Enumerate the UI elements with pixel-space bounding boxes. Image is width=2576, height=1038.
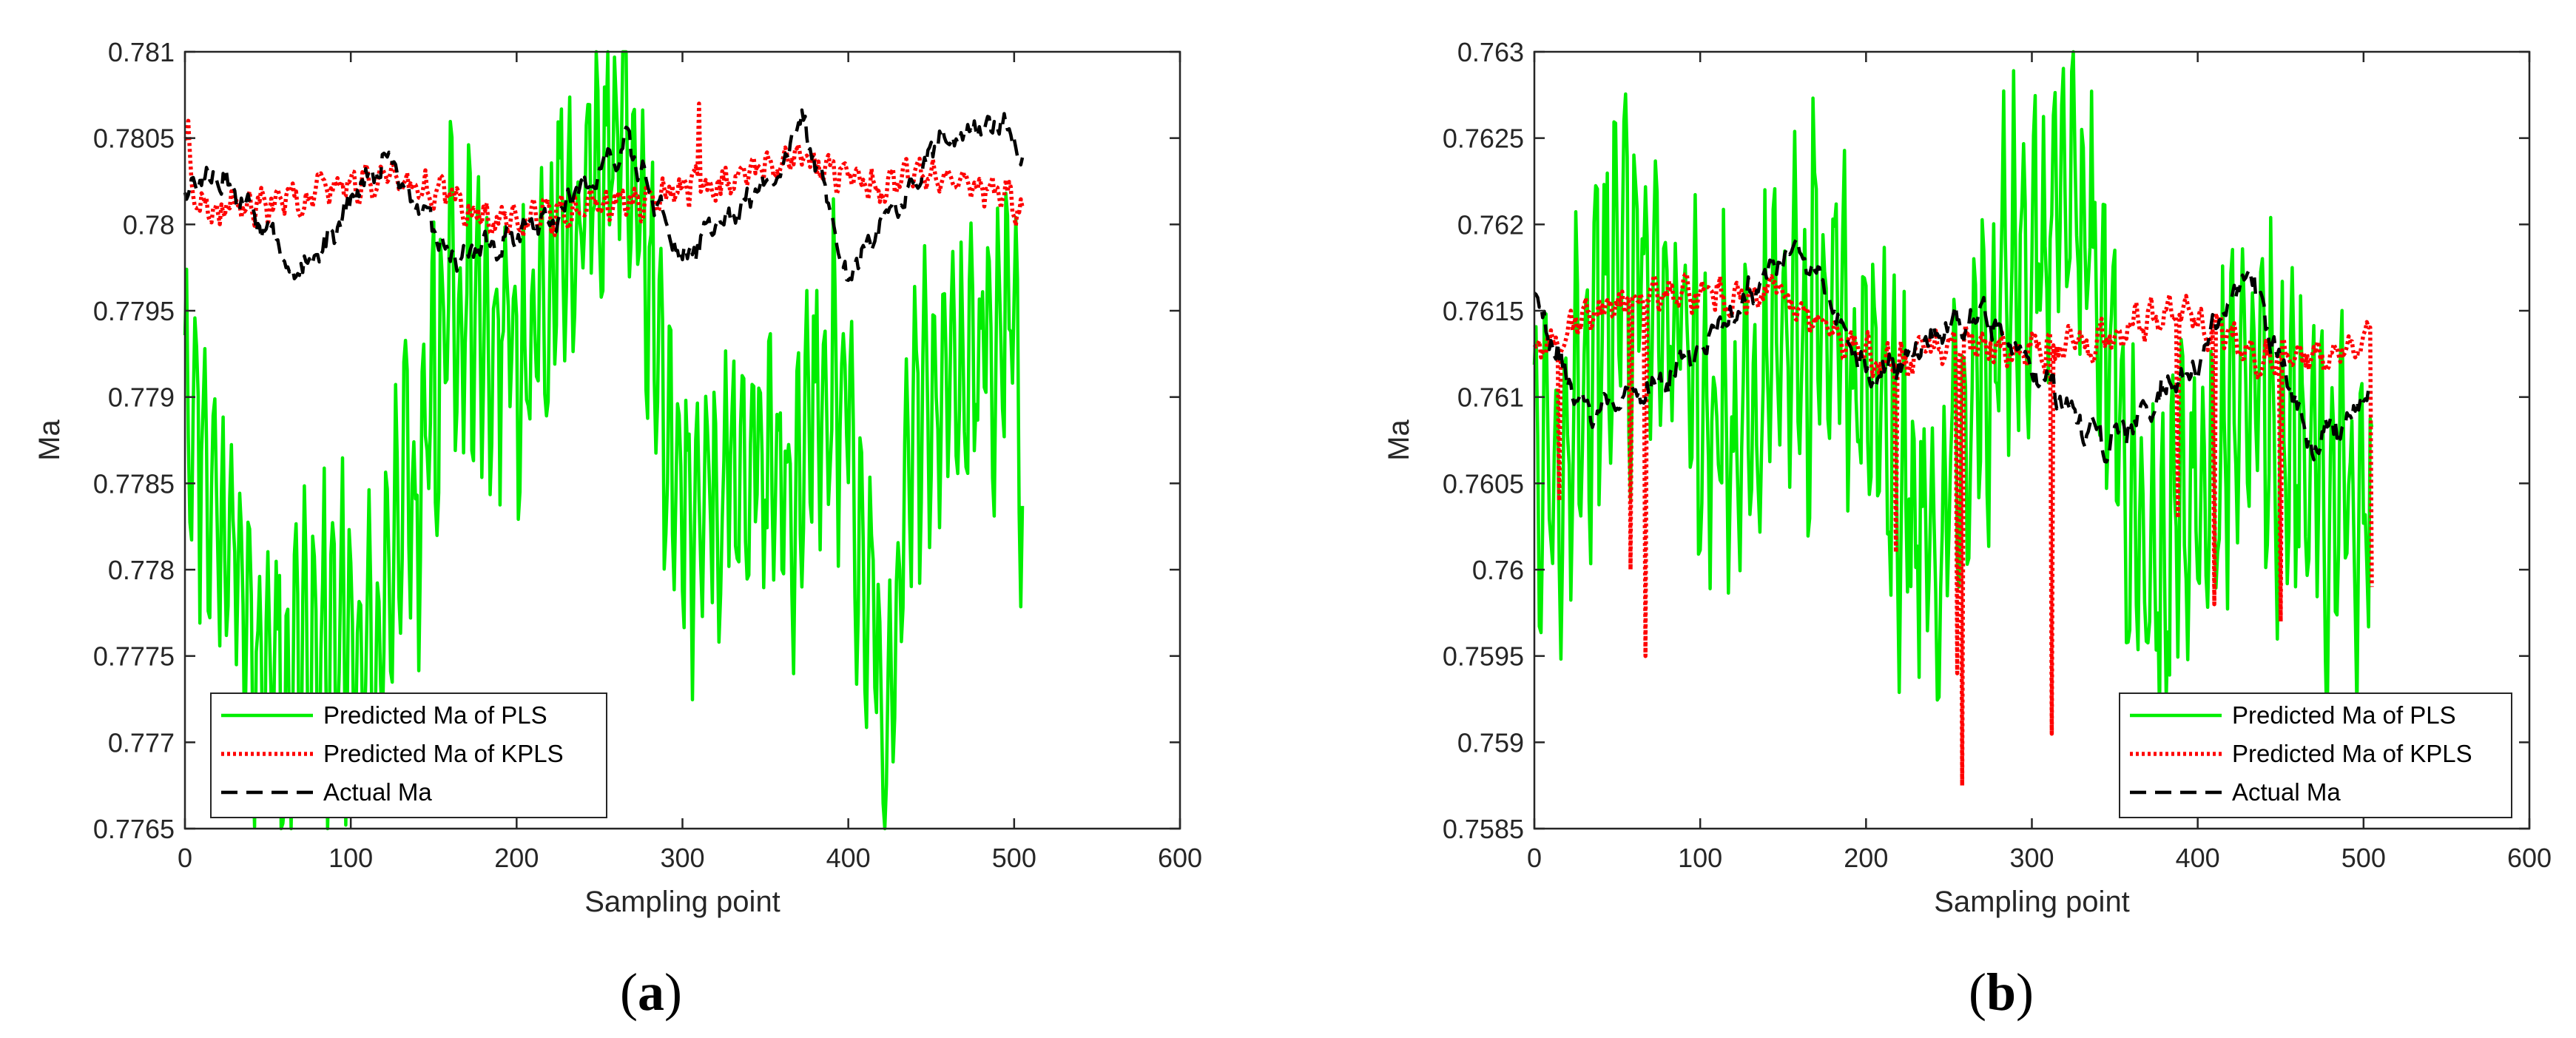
y-tick-label: 0.7595 — [1443, 641, 1524, 672]
y-tick-label: 0.761 — [1457, 382, 1524, 413]
y-tick-label: 0.763 — [1457, 37, 1524, 67]
y-tick-label: 0.7605 — [1443, 468, 1524, 499]
y-tick-label: 0.7615 — [1443, 296, 1524, 326]
series-layer-b — [1532, 50, 2374, 788]
x-tick-label: 200 — [494, 843, 539, 873]
x-tick-label: 600 — [2507, 843, 2552, 873]
y-tick-label: 0.7795 — [93, 296, 175, 326]
y-tick-label: 0.777 — [108, 727, 175, 758]
x-tick-label: 500 — [2341, 843, 2386, 873]
x-axis-label-a: Sampling point — [584, 886, 780, 918]
y-tick-label: 0.7625 — [1443, 124, 1524, 154]
legend-entry-label: Predicted Ma of KPLS — [323, 740, 564, 767]
x-tick-label: 600 — [1158, 843, 1202, 873]
legend-entry-label: Predicted Ma of PLS — [323, 701, 547, 729]
panel-label-b: (b) — [1969, 963, 2034, 1022]
y-tick-label: 0.7775 — [93, 641, 175, 672]
legend-a: Predicted Ma of PLS Predicted Ma of KPLS A… — [210, 692, 607, 818]
ticks-a: 0 100 200 300 400 500 600 0.7765 0.777 0.7775 0.77… — [93, 37, 1202, 873]
x-tick-label: 400 — [826, 843, 871, 873]
y-tick-label: 0.7805 — [93, 124, 175, 154]
x-axis-label-b: Sampling point — [1934, 886, 2130, 918]
legend-entry-label: Actual Ma — [323, 778, 432, 806]
legend-b: Predicted Ma of PLS Predicted Ma of KPLS A… — [2119, 692, 2512, 818]
series-line-predicted-ma-of-pls — [1532, 50, 2374, 739]
series-line-predicted-ma-of-kpls — [1532, 272, 2374, 788]
y-tick-label: 0.759 — [1457, 727, 1524, 758]
x-tick-label: 500 — [992, 843, 1036, 873]
y-axis-label-a: Ma — [33, 419, 66, 460]
series-line-predicted-ma-of-pls — [183, 50, 1025, 831]
y-tick-label: 0.7585 — [1443, 814, 1524, 844]
series-layer-a — [183, 50, 1025, 831]
legend-entry-label: Actual Ma — [2232, 778, 2341, 806]
x-tick-label: 0 — [1527, 843, 1542, 873]
y-tick-label: 0.78 — [123, 209, 175, 240]
x-tick-label: 300 — [660, 843, 704, 873]
ticks-b: 0 100 200 300 400 500 600 0.7585 0.759 0.7595 0.76… — [1443, 37, 2552, 873]
y-tick-label: 0.762 — [1457, 209, 1524, 240]
y-tick-label: 0.7785 — [93, 468, 175, 499]
x-tick-label: 400 — [2176, 843, 2220, 873]
y-axis-label-b: Ma — [1383, 419, 1415, 460]
x-tick-label: 300 — [2009, 843, 2054, 873]
y-tick-label: 0.778 — [108, 555, 175, 585]
y-tick-label: 0.76 — [1472, 555, 1524, 585]
x-tick-label: 200 — [1844, 843, 1888, 873]
chart-panel-b: 0 100 200 300 400 500 600 0.7585 0.759 0.7595 0.76… — [1383, 37, 2552, 918]
series-line-actual-ma — [183, 108, 1025, 283]
panel-label-a: (a) — [620, 963, 682, 1022]
series-line-predicted-ma-of-kpls — [183, 101, 1025, 239]
x-tick-label: 100 — [1678, 843, 1722, 873]
y-tick-label: 0.7765 — [93, 814, 175, 844]
legend-entry-label: Predicted Ma of KPLS — [2232, 740, 2472, 767]
x-tick-label: 0 — [178, 843, 192, 873]
series-line-actual-ma — [1533, 237, 2373, 464]
y-tick-label: 0.779 — [108, 382, 175, 413]
chart-panel-a: 0 100 200 300 400 500 600 0.7765 0.777 0.7775 0.77… — [33, 37, 1202, 918]
x-tick-label: 100 — [328, 843, 373, 873]
legend-entry-label: Predicted Ma of PLS — [2232, 701, 2456, 729]
y-tick-label: 0.781 — [108, 37, 175, 67]
